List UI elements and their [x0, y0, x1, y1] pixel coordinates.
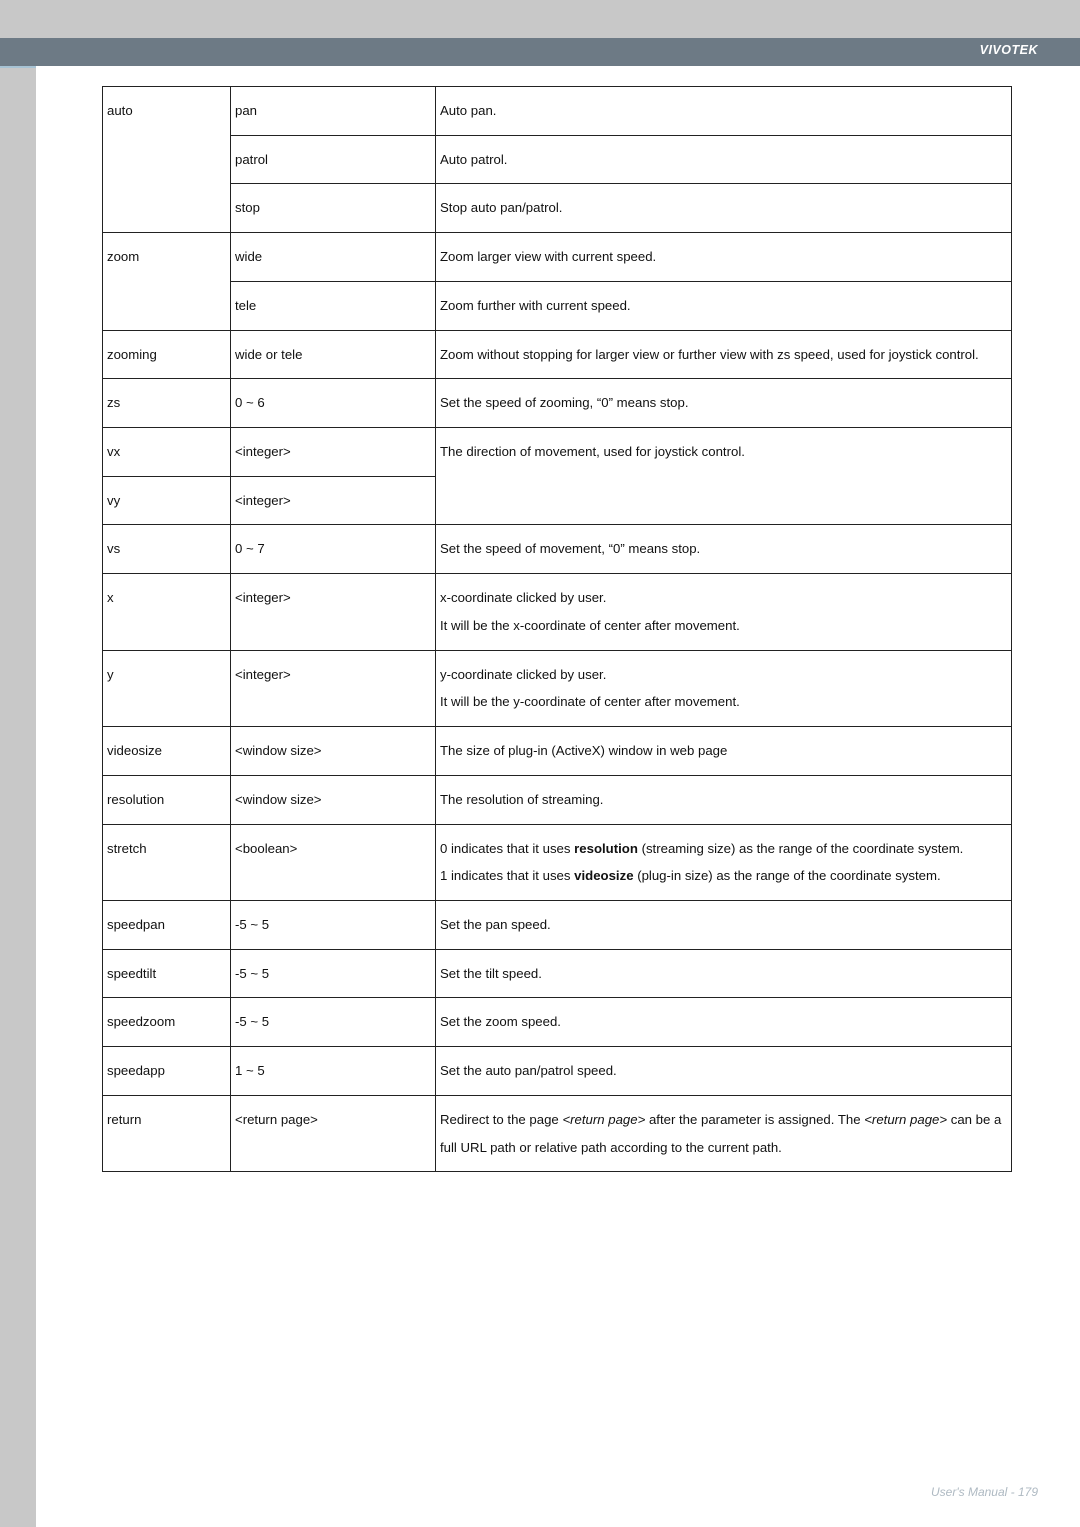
table-row: zoomwideZoom larger view with current sp… — [103, 233, 1012, 282]
table-row: y<integer>y-coordinate clicked by user.I… — [103, 650, 1012, 726]
cell-param: vy — [103, 476, 231, 525]
cell-param: resolution — [103, 775, 231, 824]
cell-desc: Set the speed of zooming, “0” means stop… — [436, 379, 1012, 428]
page-footer: User's Manual - 179 — [931, 1485, 1038, 1499]
cell-value: -5 ~ 5 — [231, 949, 436, 998]
cell-param: y — [103, 650, 231, 726]
cell-value: <window size> — [231, 727, 436, 776]
cell-value: <integer> — [231, 574, 436, 650]
table-row: patrolAuto patrol. — [103, 135, 1012, 184]
cell-param: auto — [103, 87, 231, 233]
table-row: zoomingwide or teleZoom without stopping… — [103, 330, 1012, 379]
table-row: zs0 ~ 6Set the speed of zooming, “0” mea… — [103, 379, 1012, 428]
cell-value: <return page> — [231, 1095, 436, 1171]
cell-value: stop — [231, 184, 436, 233]
cell-param: zoom — [103, 233, 231, 330]
cell-desc: Zoom without stopping for larger view or… — [436, 330, 1012, 379]
cell-value: -5 ~ 5 — [231, 900, 436, 949]
header-bar: VIVOTEK — [0, 38, 1080, 66]
cell-value: patrol — [231, 135, 436, 184]
cell-desc: Set the tilt speed. — [436, 949, 1012, 998]
cell-desc: Set the zoom speed. — [436, 998, 1012, 1047]
cell-param: speedpan — [103, 900, 231, 949]
table-row: stretch<boolean>0 indicates that it uses… — [103, 824, 1012, 900]
cell-value: tele — [231, 281, 436, 330]
table-row: x<integer>x-coordinate clicked by user.I… — [103, 574, 1012, 650]
cell-value: pan — [231, 87, 436, 136]
cell-desc: Set the auto pan/patrol speed. — [436, 1047, 1012, 1096]
cell-value: 0 ~ 7 — [231, 525, 436, 574]
table-row: speedzoom-5 ~ 5Set the zoom speed. — [103, 998, 1012, 1047]
cell-desc: The resolution of streaming. — [436, 775, 1012, 824]
cell-desc: The size of plug-in (ActiveX) window in … — [436, 727, 1012, 776]
cell-param: zooming — [103, 330, 231, 379]
cell-desc: Set the pan speed. — [436, 900, 1012, 949]
cell-value: wide or tele — [231, 330, 436, 379]
page: VIVOTEK autopanAuto pan.patrolAuto patro… — [0, 0, 1080, 1527]
cell-value: <integer> — [231, 650, 436, 726]
table-row: vs0 ~ 7Set the speed of movement, “0” me… — [103, 525, 1012, 574]
table-row: speedapp1 ~ 5Set the auto pan/patrol spe… — [103, 1047, 1012, 1096]
table-row: autopanAuto pan. — [103, 87, 1012, 136]
cell-param: vx — [103, 428, 231, 477]
cell-param: speedapp — [103, 1047, 231, 1096]
cell-desc: x-coordinate clicked by user.It will be … — [436, 574, 1012, 650]
cell-desc: Stop auto pan/patrol. — [436, 184, 1012, 233]
cell-param: return — [103, 1095, 231, 1171]
cell-param: zs — [103, 379, 231, 428]
params-table: autopanAuto pan.patrolAuto patrol.stopSt… — [102, 86, 1012, 1172]
cell-value: 0 ~ 6 — [231, 379, 436, 428]
cell-value: -5 ~ 5 — [231, 998, 436, 1047]
params-table-wrap: autopanAuto pan.patrolAuto patrol.stopSt… — [102, 86, 1012, 1172]
table-row: speedpan-5 ~ 5Set the pan speed. — [103, 900, 1012, 949]
brand-label: VIVOTEK — [980, 43, 1038, 57]
cell-desc: 0 indicates that it uses resolution (str… — [436, 824, 1012, 900]
cell-param: stretch — [103, 824, 231, 900]
table-row: stopStop auto pan/patrol. — [103, 184, 1012, 233]
cell-desc: y-coordinate clicked by user.It will be … — [436, 650, 1012, 726]
table-row: videosize<window size>The size of plug-i… — [103, 727, 1012, 776]
cell-value: wide — [231, 233, 436, 282]
table-row: teleZoom further with current speed. — [103, 281, 1012, 330]
cell-param: speedzoom — [103, 998, 231, 1047]
cell-desc: Zoom further with current speed. — [436, 281, 1012, 330]
cell-value: <integer> — [231, 476, 436, 525]
table-row: vx<integer>The direction of movement, us… — [103, 428, 1012, 477]
cell-value: <boolean> — [231, 824, 436, 900]
cell-desc: Auto pan. — [436, 87, 1012, 136]
cell-param: x — [103, 574, 231, 650]
cell-desc: Auto patrol. — [436, 135, 1012, 184]
cell-value: <integer> — [231, 428, 436, 477]
cell-value: 1 ~ 5 — [231, 1047, 436, 1096]
cell-value: <window size> — [231, 775, 436, 824]
cell-desc: The direction of movement, used for joys… — [436, 428, 1012, 525]
table-row: return<return page>Redirect to the page … — [103, 1095, 1012, 1171]
cell-desc: Set the speed of movement, “0” means sto… — [436, 525, 1012, 574]
cell-desc: Redirect to the page <return page> after… — [436, 1095, 1012, 1171]
cell-desc: Zoom larger view with current speed. — [436, 233, 1012, 282]
cell-param: videosize — [103, 727, 231, 776]
cell-param: vs — [103, 525, 231, 574]
table-row: resolution<window size>The resolution of… — [103, 775, 1012, 824]
content-area: autopanAuto pan.patrolAuto patrol.stopSt… — [36, 66, 1080, 1527]
cell-param: speedtilt — [103, 949, 231, 998]
table-row: speedtilt-5 ~ 5Set the tilt speed. — [103, 949, 1012, 998]
